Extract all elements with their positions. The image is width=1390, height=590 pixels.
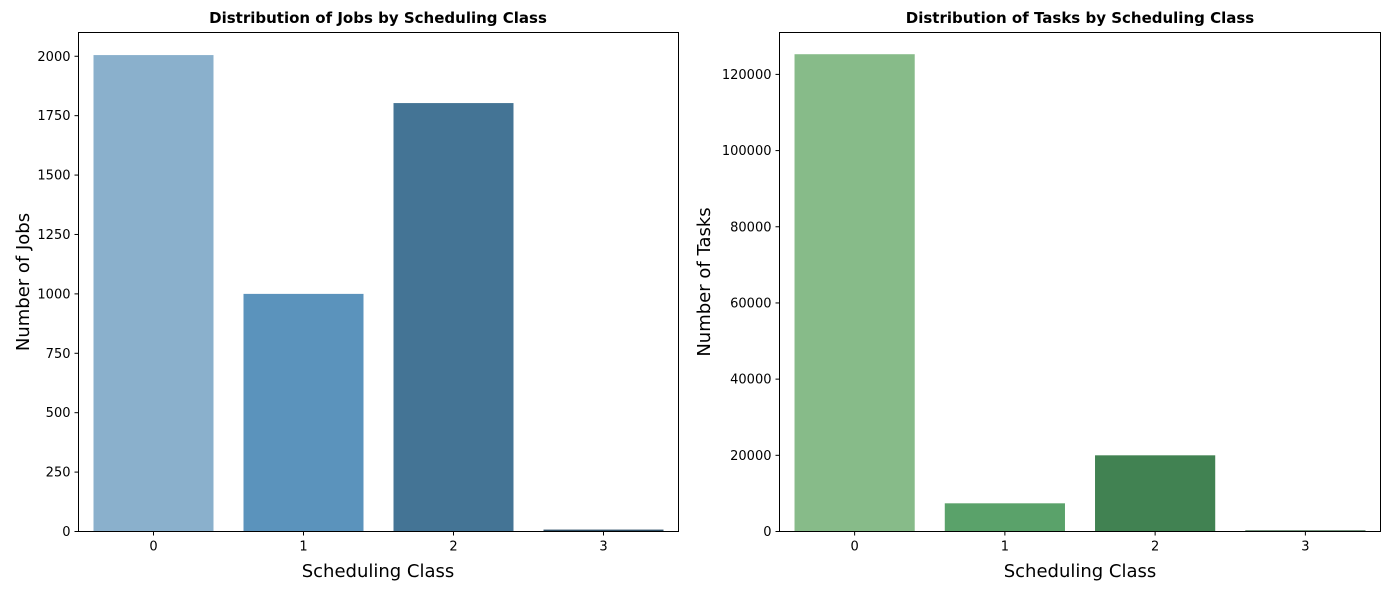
jobs-y-tick-label: 1250 — [37, 228, 70, 243]
jobs-y-tick-label: 1000 — [37, 287, 70, 302]
tasks-bar-2 — [1095, 455, 1216, 532]
jobs-x-axis-ticks: 0 1 2 3 — [149, 531, 608, 555]
tasks-y-axis-ticks: 0 20000 40000 60000 80000 100000 120000 — [722, 68, 780, 540]
tasks-y-tick-label: 100000 — [722, 144, 772, 159]
jobs-y-tick-label: 750 — [46, 347, 71, 362]
jobs-y-tick-label: 500 — [46, 406, 71, 421]
jobs-bar-3 — [543, 529, 664, 532]
jobs-y-axis-label: Number of Jobs — [13, 213, 34, 351]
tasks-y-tick-label: 0 — [763, 525, 771, 540]
jobs-x-tick-label: 1 — [299, 540, 307, 555]
tasks-y-tick-label: 120000 — [722, 68, 772, 83]
tasks-x-tick-label: 0 — [850, 540, 858, 555]
tasks-y-axis-label: Number of Tasks — [694, 207, 715, 356]
tasks-chart-title: Distribution of Tasks by Scheduling Clas… — [906, 9, 1255, 27]
tasks-y-tick-label: 20000 — [730, 449, 771, 464]
jobs-x-axis-label: Scheduling Class — [302, 561, 455, 582]
jobs-bar-1 — [243, 293, 364, 532]
tasks-x-tick-label: 2 — [1151, 540, 1159, 555]
jobs-plot-frame — [78, 32, 679, 532]
jobs-y-tick-label: 0 — [62, 525, 70, 540]
jobs-y-axis-ticks: 0 250 500 750 1000 1250 1500 1750 2000 — [37, 50, 79, 540]
tasks-x-axis-ticks: 0 1 2 3 — [850, 531, 1310, 555]
tasks-bar-3 — [1245, 530, 1366, 532]
tasks-bar-0 — [794, 54, 915, 532]
tasks-y-tick-label: 40000 — [730, 373, 771, 388]
jobs-chart-title: Distribution of Jobs by Scheduling Class — [209, 9, 547, 27]
tasks-x-tick-label: 3 — [1301, 540, 1309, 555]
jobs-x-tick-label: 3 — [599, 540, 607, 555]
tasks-x-axis-label: Scheduling Class — [1004, 561, 1157, 582]
jobs-y-tick-label: 250 — [46, 466, 71, 481]
jobs-bars — [93, 55, 664, 532]
jobs-bar-2 — [393, 103, 514, 532]
tasks-bar-1 — [944, 503, 1065, 532]
tasks-bars — [794, 54, 1366, 532]
tasks-chart: Distribution of Tasks by Scheduling Clas… — [694, 9, 1381, 582]
jobs-y-tick-label: 2000 — [37, 50, 70, 65]
tasks-x-tick-label: 1 — [1001, 540, 1009, 555]
jobs-y-tick-label: 1750 — [37, 109, 70, 124]
tasks-y-tick-label: 80000 — [730, 220, 771, 235]
jobs-chart: Distribution of Jobs by Scheduling Class… — [13, 9, 679, 582]
tasks-y-tick-label: 60000 — [730, 296, 771, 311]
tasks-plot-frame — [779, 32, 1381, 532]
jobs-x-tick-label: 0 — [149, 540, 157, 555]
jobs-y-tick-label: 1500 — [37, 169, 70, 184]
jobs-bar-0 — [93, 55, 214, 532]
jobs-x-tick-label: 2 — [449, 540, 457, 555]
